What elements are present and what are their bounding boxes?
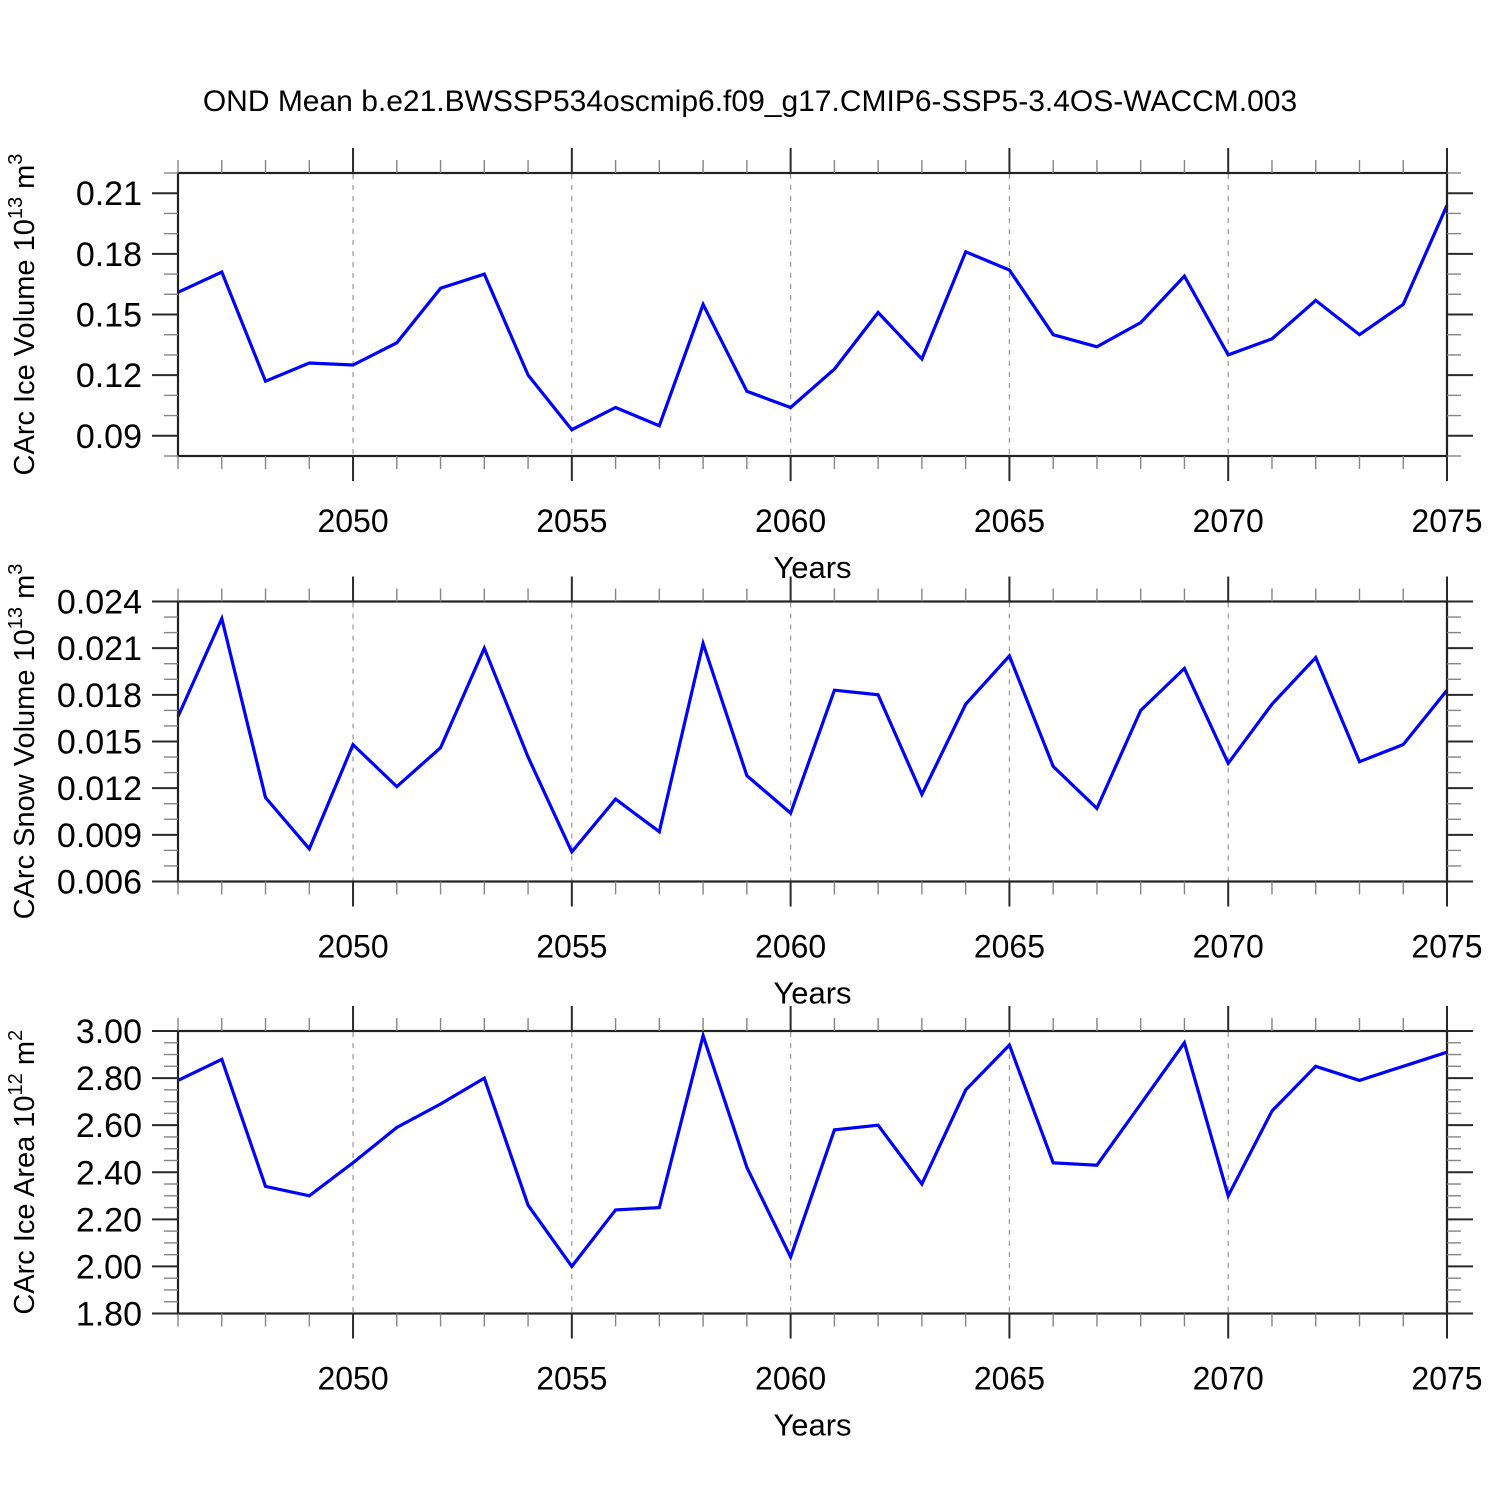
x-tick-label: 2065: [974, 1361, 1045, 1397]
x-axis-title: Years: [773, 1408, 851, 1443]
plot-frame: [176, 171, 1449, 458]
y-axis-title: CArc Ice Volume 1013 m3: [5, 154, 41, 476]
x-tick-label: 2070: [1193, 503, 1264, 539]
x-tick-label: 2070: [1193, 929, 1264, 965]
y-tick-label: 0.09: [76, 418, 142, 456]
x-tick-label: 2055: [536, 1361, 607, 1397]
x-tick-label: 2070: [1193, 1361, 1264, 1397]
panel-carc-snow-volume: 0.024 0.021 0.018 0.015 0.012 0.009 0.006 2050 2…: [5, 564, 1483, 1011]
x-tick-label: 2050: [317, 929, 388, 965]
x-tick-label: 2050: [317, 1361, 388, 1397]
y-tick-label: 0.012: [57, 770, 142, 808]
chart-title: OND Mean b.e21.BWSSP534oscmip6.f09_g17.C…: [203, 85, 1297, 118]
x-tick-label: 2050: [317, 503, 388, 539]
data-line-carc-ice-volume: [177, 204, 1449, 432]
y-tick-label: 2.60: [76, 1107, 142, 1145]
x-tick-label: 2075: [1411, 1361, 1482, 1397]
panel-carc-ice-volume: 0.21 0.18 0.15 0.12 0.09 2050 2055 2060 2065 2070…: [5, 148, 1483, 585]
x-tick-label: 2075: [1411, 929, 1482, 965]
x-axis-title: Years: [773, 550, 851, 585]
panel-carc-ice-area: 3.00 2.80 2.60 2.40 2.20 2.00 1.80 2050 2055 2060…: [5, 1006, 1483, 1443]
y-tick-label: 0.006: [57, 864, 142, 902]
x-tick-label: 2055: [536, 503, 607, 539]
y-tick-label: 2.40: [76, 1154, 142, 1192]
y-tick-label: 2.80: [76, 1060, 142, 1098]
x-tick-label: 2065: [974, 929, 1045, 965]
y-axis-title: CArc Ice Area 1012 m2: [5, 1030, 41, 1315]
y-tick-label: 0.18: [76, 236, 142, 274]
y-tick-label: 0.021: [57, 630, 142, 668]
data-line-carc-ice-area: [177, 1030, 1448, 1270]
x-tick-label: 2060: [755, 503, 826, 539]
y-tick-label: 3.00: [76, 1013, 142, 1051]
y-tick-label: 0.21: [76, 175, 142, 213]
y-tick-label: 1.80: [76, 1296, 142, 1334]
y-tick-label: 0.018: [57, 677, 142, 715]
y-tick-label: 0.009: [57, 817, 142, 855]
y-tick-label: 0.15: [76, 297, 142, 335]
y-tick-label: 0.015: [57, 724, 142, 762]
y-tick-label: 0.12: [76, 357, 142, 395]
panels-group: 0.21 0.18 0.15 0.12 0.09 2050 2055 2060 2065 2070…: [5, 148, 1483, 1443]
y-axis-title: CArc Snow Volume 1013 m3: [5, 564, 41, 920]
data-line-carc-snow-volume: [176, 613, 1449, 855]
x-tick-label: 2060: [755, 1361, 826, 1397]
plot-frame: [176, 1029, 1449, 1315]
x-tick-label: 2055: [536, 929, 607, 965]
x-axis-title: Years: [773, 976, 851, 1011]
y-tick-label: 0.024: [57, 584, 142, 622]
x-tick-label: 2065: [974, 503, 1045, 539]
x-tick-label: 2075: [1411, 503, 1482, 539]
x-tick-label: 2060: [755, 929, 826, 965]
plot-frame: [176, 600, 1449, 883]
y-tick-label: 2.20: [76, 1201, 142, 1239]
y-tick-label: 2.00: [76, 1248, 142, 1286]
